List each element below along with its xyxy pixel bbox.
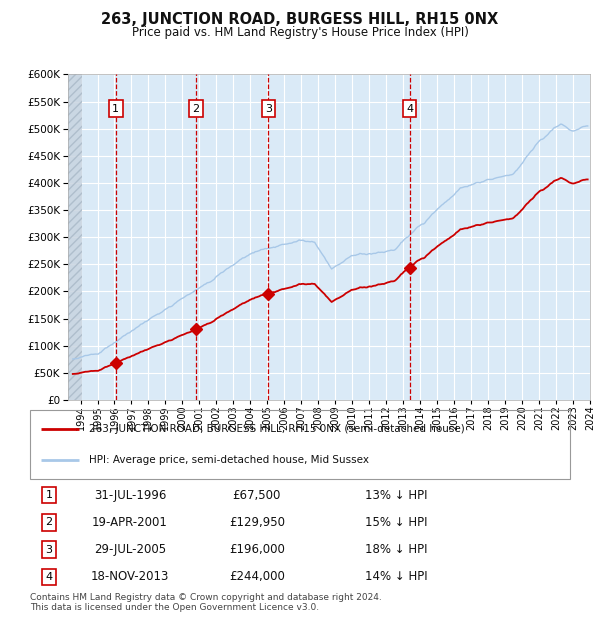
Text: 31-JUL-1996: 31-JUL-1996: [94, 489, 166, 502]
Text: 1: 1: [46, 490, 52, 500]
Text: 15% ↓ HPI: 15% ↓ HPI: [365, 516, 427, 529]
Text: Contains HM Land Registry data © Crown copyright and database right 2024.
This d: Contains HM Land Registry data © Crown c…: [30, 593, 382, 612]
Text: 263, JUNCTION ROAD, BURGESS HILL, RH15 0NX: 263, JUNCTION ROAD, BURGESS HILL, RH15 0…: [101, 12, 499, 27]
Text: 3: 3: [46, 544, 52, 554]
Text: £196,000: £196,000: [229, 543, 285, 556]
Text: 13% ↓ HPI: 13% ↓ HPI: [365, 489, 427, 502]
Text: 29-JUL-2005: 29-JUL-2005: [94, 543, 166, 556]
Text: £244,000: £244,000: [229, 570, 285, 583]
Text: 4: 4: [406, 104, 413, 113]
Text: 3: 3: [265, 104, 272, 113]
Text: 2: 2: [193, 104, 200, 113]
Text: 18% ↓ HPI: 18% ↓ HPI: [365, 543, 427, 556]
Text: 2: 2: [46, 518, 52, 528]
Text: £129,950: £129,950: [229, 516, 285, 529]
Text: Price paid vs. HM Land Registry's House Price Index (HPI): Price paid vs. HM Land Registry's House …: [131, 26, 469, 39]
Text: 19-APR-2001: 19-APR-2001: [92, 516, 168, 529]
Text: £67,500: £67,500: [233, 489, 281, 502]
Text: 14% ↓ HPI: 14% ↓ HPI: [365, 570, 427, 583]
Text: 4: 4: [46, 572, 52, 582]
Text: 1: 1: [112, 104, 119, 113]
Bar: [68, 74, 82, 400]
Text: HPI: Average price, semi-detached house, Mid Sussex: HPI: Average price, semi-detached house,…: [89, 455, 370, 465]
Text: 18-NOV-2013: 18-NOV-2013: [91, 570, 169, 583]
Text: 263, JUNCTION ROAD, BURGESS HILL, RH15 0NX (semi-detached house): 263, JUNCTION ROAD, BURGESS HILL, RH15 0…: [89, 424, 465, 434]
